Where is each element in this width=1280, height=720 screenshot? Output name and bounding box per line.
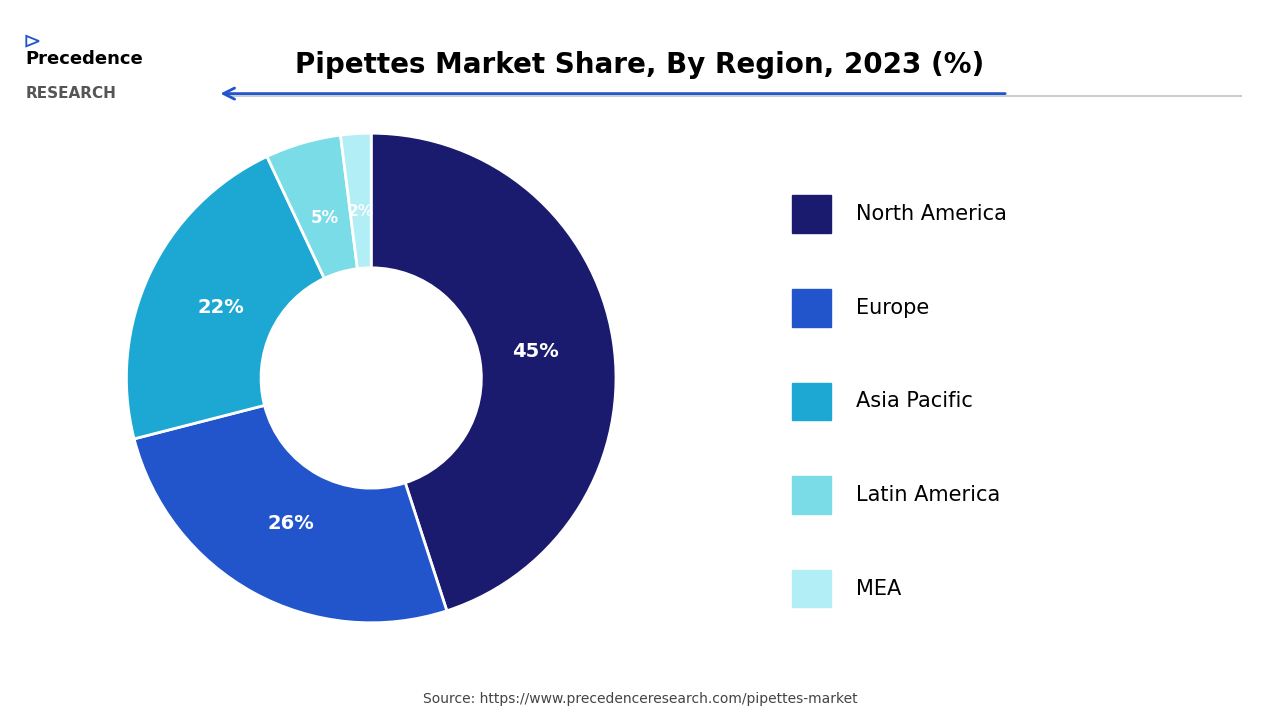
Text: North America: North America xyxy=(855,204,1006,224)
Text: ⊳: ⊳ xyxy=(23,32,42,53)
Text: 22%: 22% xyxy=(197,297,244,317)
Bar xyxy=(792,195,831,233)
Text: Source: https://www.precedenceresearch.com/pipettes-market: Source: https://www.precedenceresearch.c… xyxy=(422,692,858,706)
Wedge shape xyxy=(268,135,357,279)
Text: 26%: 26% xyxy=(268,514,315,534)
Text: Precedence: Precedence xyxy=(26,50,143,68)
Bar xyxy=(792,477,831,514)
Text: 5%: 5% xyxy=(311,209,339,227)
Wedge shape xyxy=(134,405,447,623)
Text: RESEARCH: RESEARCH xyxy=(26,86,116,102)
Wedge shape xyxy=(127,156,324,439)
Wedge shape xyxy=(340,133,371,269)
Text: 2%: 2% xyxy=(348,204,374,220)
Text: Asia Pacific: Asia Pacific xyxy=(855,392,973,411)
Bar xyxy=(792,383,831,420)
Wedge shape xyxy=(371,133,616,611)
Bar xyxy=(792,570,831,607)
Text: MEA: MEA xyxy=(855,579,901,598)
Text: Europe: Europe xyxy=(855,298,929,318)
Text: Latin America: Latin America xyxy=(855,485,1000,505)
Text: 45%: 45% xyxy=(512,343,559,361)
Bar xyxy=(792,289,831,326)
Text: Pipettes Market Share, By Region, 2023 (%): Pipettes Market Share, By Region, 2023 (… xyxy=(296,51,984,78)
